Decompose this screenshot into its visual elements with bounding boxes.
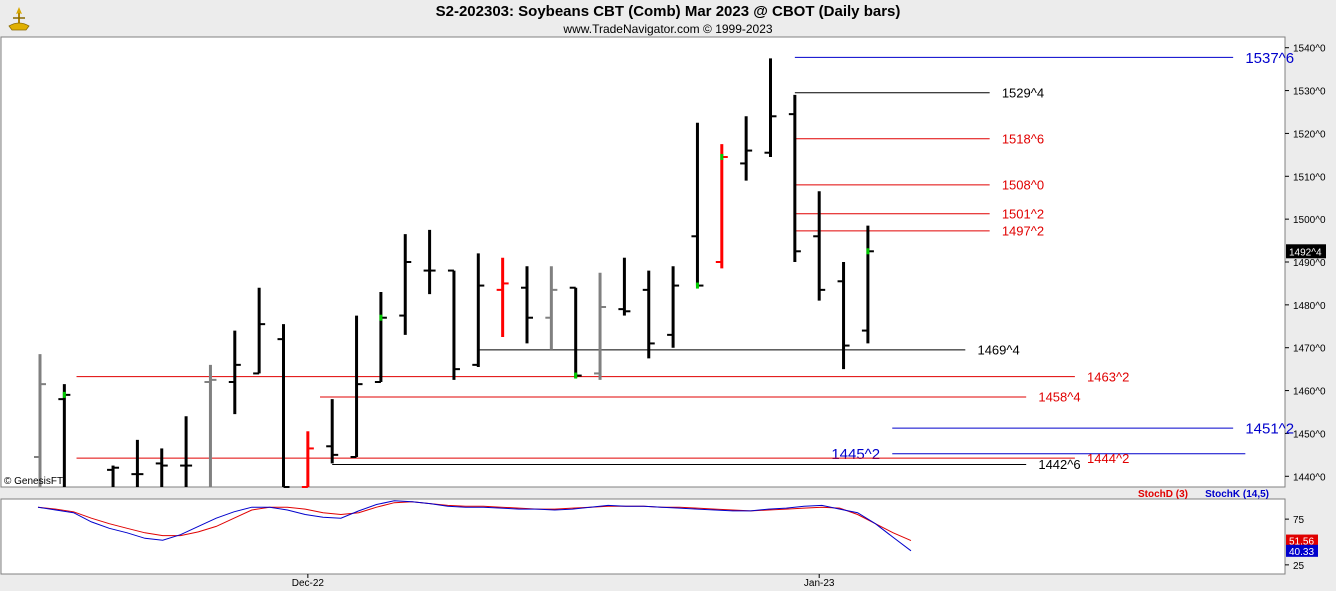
ohlc-bar xyxy=(521,266,533,344)
level-lines: 1537^6 1529^4 1518^6 1508^0 1501^2 1497^2 1469… xyxy=(76,50,1294,472)
ohlc-bar xyxy=(496,257,509,337)
stoch-k-last-tag xyxy=(1286,544,1318,557)
ohlc-bar xyxy=(618,257,631,316)
ohlc-bar xyxy=(399,234,412,335)
ohlc-bar xyxy=(594,272,607,380)
price-axis: 1540^0 1530^0 1520^0 1510^0 1500^0 1490^0 1480… xyxy=(1285,44,1326,483)
stoch-k-line xyxy=(37,500,912,552)
ohlc-bar xyxy=(253,287,266,375)
ohlc-bar xyxy=(667,266,680,348)
ohlc-bar xyxy=(472,253,485,367)
ohlc-bar xyxy=(569,286,582,379)
level-label: 1442^6 xyxy=(1038,457,1080,472)
ohlc-bar xyxy=(740,116,753,181)
last-price-label: 1492^4 xyxy=(1289,247,1322,258)
ohlc-bar xyxy=(58,384,71,487)
level-label: 1458^4 xyxy=(1038,390,1080,405)
level-label: 1497^2 xyxy=(1002,224,1044,239)
chart-subtitle: www.TradeNavigator.com © 1999-2023 xyxy=(563,22,773,36)
stoch-d-last-tag xyxy=(1286,534,1318,547)
stoch-tick-label: 25 xyxy=(1293,561,1305,572)
ohlc-bar xyxy=(447,269,460,380)
time-tick-label: Jan-23 xyxy=(804,578,835,589)
stoch-tick-label: 75 xyxy=(1293,515,1305,526)
ohlc-bar xyxy=(423,229,436,295)
ohlc-bar xyxy=(764,58,777,157)
genesis-watermark: © GenesisFT xyxy=(4,476,63,487)
price-tick-label: 1440^0 xyxy=(1293,472,1326,483)
ohlc-bar xyxy=(204,364,217,487)
price-tick-label: 1490^0 xyxy=(1293,258,1326,269)
level-label: 1444^2 xyxy=(1087,451,1129,466)
ohlc-bar xyxy=(277,324,290,488)
ohlc-bars xyxy=(34,58,874,488)
ohlc-bar xyxy=(326,399,339,464)
ohlc-bar xyxy=(374,292,387,383)
level-label: 1445^2 xyxy=(831,446,880,463)
ohlc-bar xyxy=(34,354,46,487)
price-tick-label: 1530^0 xyxy=(1293,87,1326,98)
ohlc-bar xyxy=(813,191,826,301)
stoch-d-last-tag-label: 51.56 xyxy=(1289,537,1314,548)
ohlc-bar xyxy=(715,144,728,269)
price-tick-label: 1450^0 xyxy=(1293,429,1326,440)
ohlc-bar xyxy=(155,448,168,487)
ohlc-bar xyxy=(350,315,363,458)
price-tick-label: 1480^0 xyxy=(1293,301,1326,312)
level-label: 1451^2 xyxy=(1245,420,1294,437)
ohlc-bar xyxy=(545,266,558,350)
ohlc-bar xyxy=(861,225,874,344)
price-tick-label: 1510^0 xyxy=(1293,172,1326,183)
level-label: 1537^6 xyxy=(1245,50,1294,67)
price-tick-label: 1500^0 xyxy=(1293,215,1326,226)
level-label: 1463^2 xyxy=(1087,369,1129,384)
level-label: 1469^4 xyxy=(977,343,1019,358)
time-tick-label: Dec-22 xyxy=(292,578,325,589)
stoch-plot-background xyxy=(0,498,1286,575)
stoch-d-legend: StochD (3) xyxy=(1138,489,1188,500)
ohlc-bar xyxy=(837,262,850,370)
stoch-d-line xyxy=(37,501,912,542)
ohlc-bar xyxy=(107,465,120,487)
chart-header: S2-202303: Soybeans CBT (Comb) Mar 2023 … xyxy=(0,0,1336,38)
price-plot-background xyxy=(0,36,1286,488)
ohlc-bar xyxy=(691,122,704,289)
trade-navigator-logo-icon xyxy=(8,7,30,31)
ohlc-bar xyxy=(301,431,314,488)
ohlc-bar xyxy=(180,416,193,487)
price-tick-label: 1460^0 xyxy=(1293,387,1326,398)
price-tick-label: 1540^0 xyxy=(1293,44,1326,55)
level-label: 1518^6 xyxy=(1002,131,1044,146)
ohlc-bar xyxy=(642,270,655,359)
chart-title: S2-202303: Soybeans CBT (Comb) Mar 2023 … xyxy=(435,3,901,20)
ohlc-bar xyxy=(131,439,144,487)
level-label: 1501^2 xyxy=(1002,206,1044,221)
time-axis: Dec-22 Jan-23 xyxy=(292,574,835,589)
price-tick-label: 1470^0 xyxy=(1293,344,1326,355)
stoch-k-last-tag-label: 40.33 xyxy=(1289,547,1314,558)
stoch-k-legend: StochK (14,5) xyxy=(1205,489,1269,500)
level-label: 1529^4 xyxy=(1002,85,1044,100)
level-label: 1508^0 xyxy=(1002,178,1044,193)
last-price-tag xyxy=(1286,244,1326,259)
ohlc-bar xyxy=(228,330,241,415)
price-tick-label: 1520^0 xyxy=(1293,129,1326,140)
ohlc-bar xyxy=(788,94,801,262)
